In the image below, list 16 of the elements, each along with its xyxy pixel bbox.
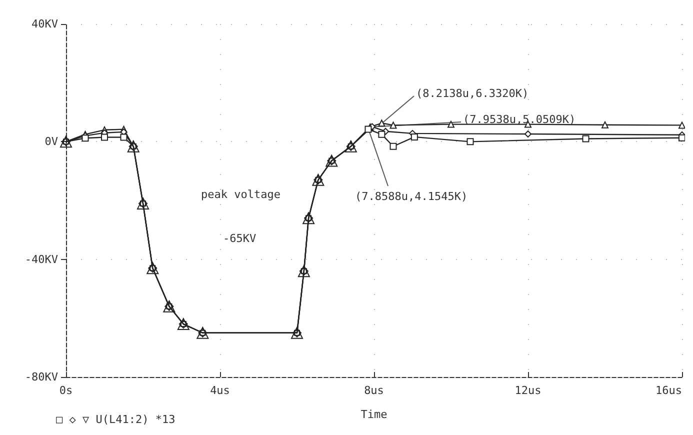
annotation: (7.8588u,4.1545K) [355,190,468,203]
x-tick-label: 0s [59,384,73,397]
x-tick-label: 12us [514,384,542,397]
x-tick-label: 8us [364,384,384,397]
y-tick-label: 0V [44,135,58,148]
y-tick-label: -80KV [24,370,58,384]
y-tick-label: -40KV [24,252,58,266]
x-axis-title: Time [360,408,388,421]
annotation: (7.9538u,5.0509K) [463,113,576,126]
annotation: (8.2138u,6.3320K) [416,87,529,100]
annotation: peak voltage [201,188,280,201]
x-tick-label: 16us [656,384,682,397]
x-tick-label: 4us [210,384,230,397]
text: □ ◇ ▽ U(L41:2) *13 [56,413,176,426]
annotation: -65KV [223,232,256,245]
y-tick-label: 40KV [32,18,58,30]
